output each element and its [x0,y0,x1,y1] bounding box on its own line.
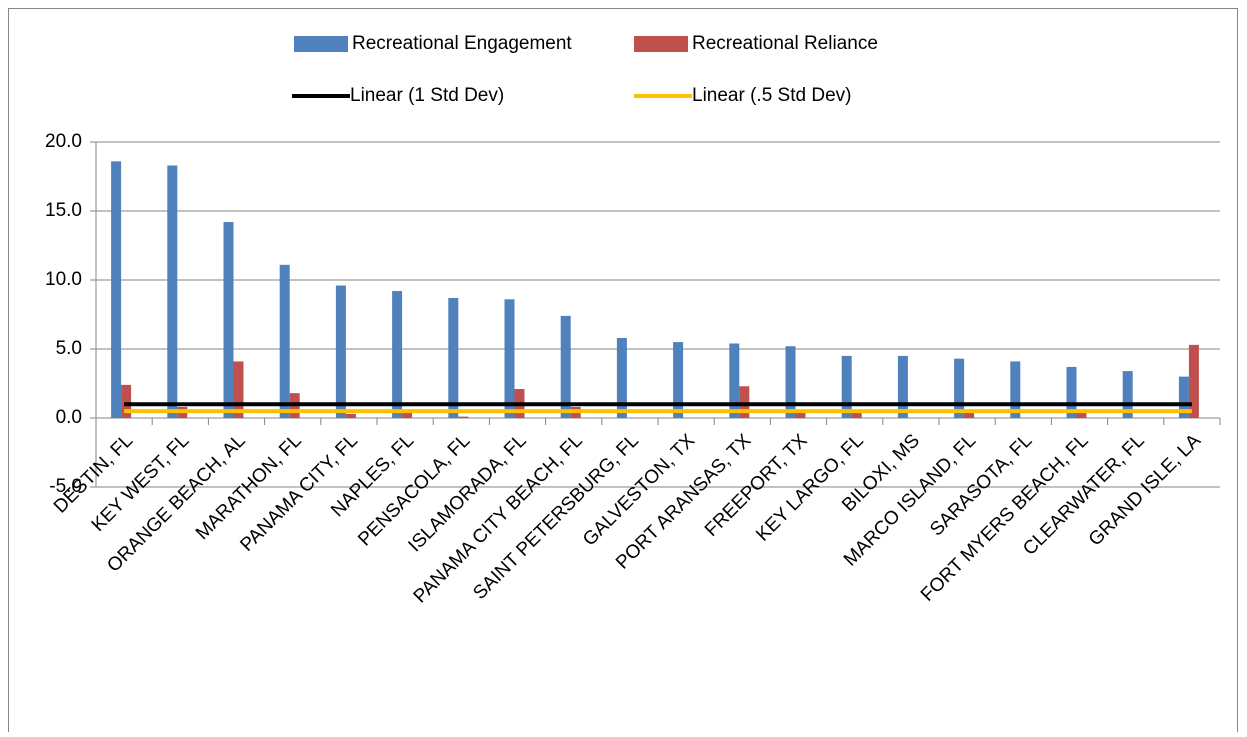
legend-swatch [634,36,688,52]
bar [1076,412,1087,418]
bar [121,384,132,418]
x-tick-label: FREEPORT, TX [701,430,812,541]
bar [233,361,244,418]
bar [964,412,975,418]
bar [616,337,627,418]
bar [729,343,740,418]
x-tick-label: SARASOTA, FL [926,430,1036,540]
bar [1188,344,1199,418]
bar [795,412,806,418]
bar [841,355,852,418]
bar [1066,366,1077,418]
bar [1010,361,1021,418]
legend-label: Linear (.5 Std Dev) [692,85,851,106]
legend-label: Recreational Reliance [692,33,878,54]
bar [1122,371,1133,418]
bar [167,165,178,418]
bar [954,358,965,418]
bar [560,315,571,418]
bar [448,297,459,418]
bar [851,412,862,418]
legend-swatch [294,36,348,52]
x-tick-label: KEY WEST, FL [88,430,194,536]
bar [739,386,750,418]
bar [785,346,796,418]
bar [345,413,356,418]
bar [335,285,346,418]
y-tick-label: 5.0 [56,338,82,359]
legend-label: Linear (1 Std Dev) [350,85,504,106]
y-tick-label: -5.0 [49,476,82,497]
y-tick-label: 0.0 [56,407,82,428]
bar [111,161,122,418]
y-tick-label: 15.0 [45,200,82,221]
bar [279,264,290,418]
bar [458,416,469,418]
bar [504,299,515,418]
bar [1178,376,1189,418]
y-tick-label: 20.0 [45,131,82,152]
bar [897,355,908,418]
legend-label: Recreational Engagement [352,33,572,54]
chart-border [8,8,1238,737]
bar [392,291,403,418]
bar [673,342,684,418]
y-tick-label: 10.0 [45,269,82,290]
bar [223,222,234,418]
bar [402,412,413,418]
